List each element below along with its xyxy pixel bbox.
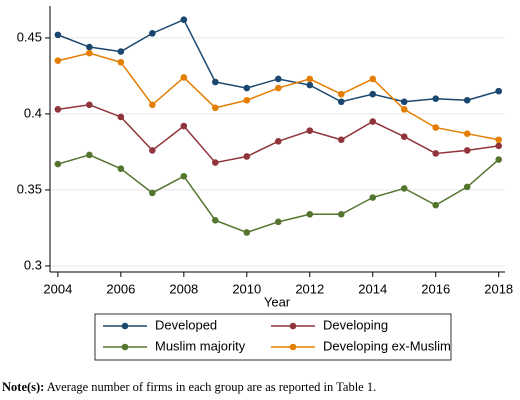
note: Note(s): Average number of firms in each…: [2, 380, 376, 394]
data-point: [369, 75, 377, 83]
data-point: [400, 98, 408, 106]
data-point: [149, 147, 156, 154]
data-point: [180, 16, 188, 23]
legend-label: Developing: [323, 317, 388, 332]
data-point: [432, 124, 440, 131]
data-point: [432, 150, 440, 157]
data-point: [274, 218, 282, 226]
data-point: [86, 49, 93, 57]
data-point: [117, 58, 125, 66]
legend-marker: [289, 343, 297, 351]
x-tick-label: 2010: [232, 281, 261, 296]
data-point: [400, 185, 408, 192]
x-tick-label: 2016: [421, 281, 450, 296]
data-point: [463, 130, 471, 137]
data-point: [274, 137, 282, 145]
data-point: [54, 160, 62, 168]
data-point: [54, 106, 62, 113]
data-point: [495, 87, 503, 95]
data-point: [212, 159, 219, 166]
data-point: [243, 96, 251, 104]
data-point: [463, 147, 471, 154]
data-point: [337, 98, 345, 106]
data-point: [86, 43, 93, 51]
data-point: [117, 165, 125, 172]
data-point: [337, 90, 345, 98]
data-point: [306, 127, 314, 134]
legend-label: Developed: [155, 317, 217, 332]
data-point: [149, 189, 156, 197]
legend-box: [94, 313, 452, 361]
x-tick-label: 2004: [43, 281, 72, 296]
data-point: [243, 229, 251, 236]
data-point: [495, 156, 503, 163]
data-point: [274, 84, 282, 92]
data-point: [180, 172, 188, 180]
x-tick-label: 2014: [358, 281, 387, 296]
data-point: [400, 133, 408, 141]
data-point: [432, 201, 440, 209]
y-tick-label: 0.4: [24, 105, 42, 120]
data-point: [369, 194, 377, 201]
data-point: [400, 106, 408, 113]
data-point: [432, 95, 440, 103]
y-tick-label: 0.35: [17, 181, 42, 196]
data-point: [54, 57, 62, 65]
legend-marker: [121, 322, 129, 330]
x-tick-label: 2018: [484, 281, 513, 296]
data-point: [306, 75, 314, 83]
data-point: [463, 183, 471, 191]
data-point: [149, 101, 156, 109]
x-tick-label: 2008: [169, 281, 198, 296]
data-point: [117, 113, 125, 121]
data-point: [86, 101, 93, 109]
data-point: [306, 81, 314, 89]
data-point: [180, 122, 188, 130]
data-point: [117, 48, 125, 55]
legend-marker: [289, 322, 297, 330]
data-point: [495, 142, 503, 150]
data-point: [369, 118, 377, 125]
data-point: [180, 74, 188, 81]
data-point: [495, 136, 503, 144]
x-tick-label: 2006: [106, 281, 135, 296]
data-point: [149, 30, 156, 37]
data-point: [243, 84, 251, 92]
y-tick-label: 0.45: [17, 29, 42, 44]
data-point: [337, 136, 345, 144]
data-point: [86, 151, 93, 159]
data-point: [212, 104, 219, 112]
legend-marker: [121, 343, 129, 351]
data-point: [306, 210, 314, 218]
data-point: [243, 153, 251, 160]
x-axis-label: Year: [264, 294, 291, 309]
note-text: Average number of firms in each group ar…: [44, 380, 376, 394]
data-point: [54, 31, 62, 39]
legend-label: Muslim majority: [155, 338, 246, 353]
data-point: [274, 75, 282, 83]
data-point: [337, 210, 345, 218]
data-point: [212, 217, 219, 224]
y-tick-label: 0.3: [24, 257, 42, 272]
data-point: [212, 78, 219, 86]
note-label: Note(s):: [2, 380, 44, 394]
data-point: [463, 96, 471, 104]
x-tick-label: 2012: [295, 281, 324, 296]
legend-label: Developing ex-Muslim: [323, 338, 451, 353]
data-point: [369, 90, 377, 98]
